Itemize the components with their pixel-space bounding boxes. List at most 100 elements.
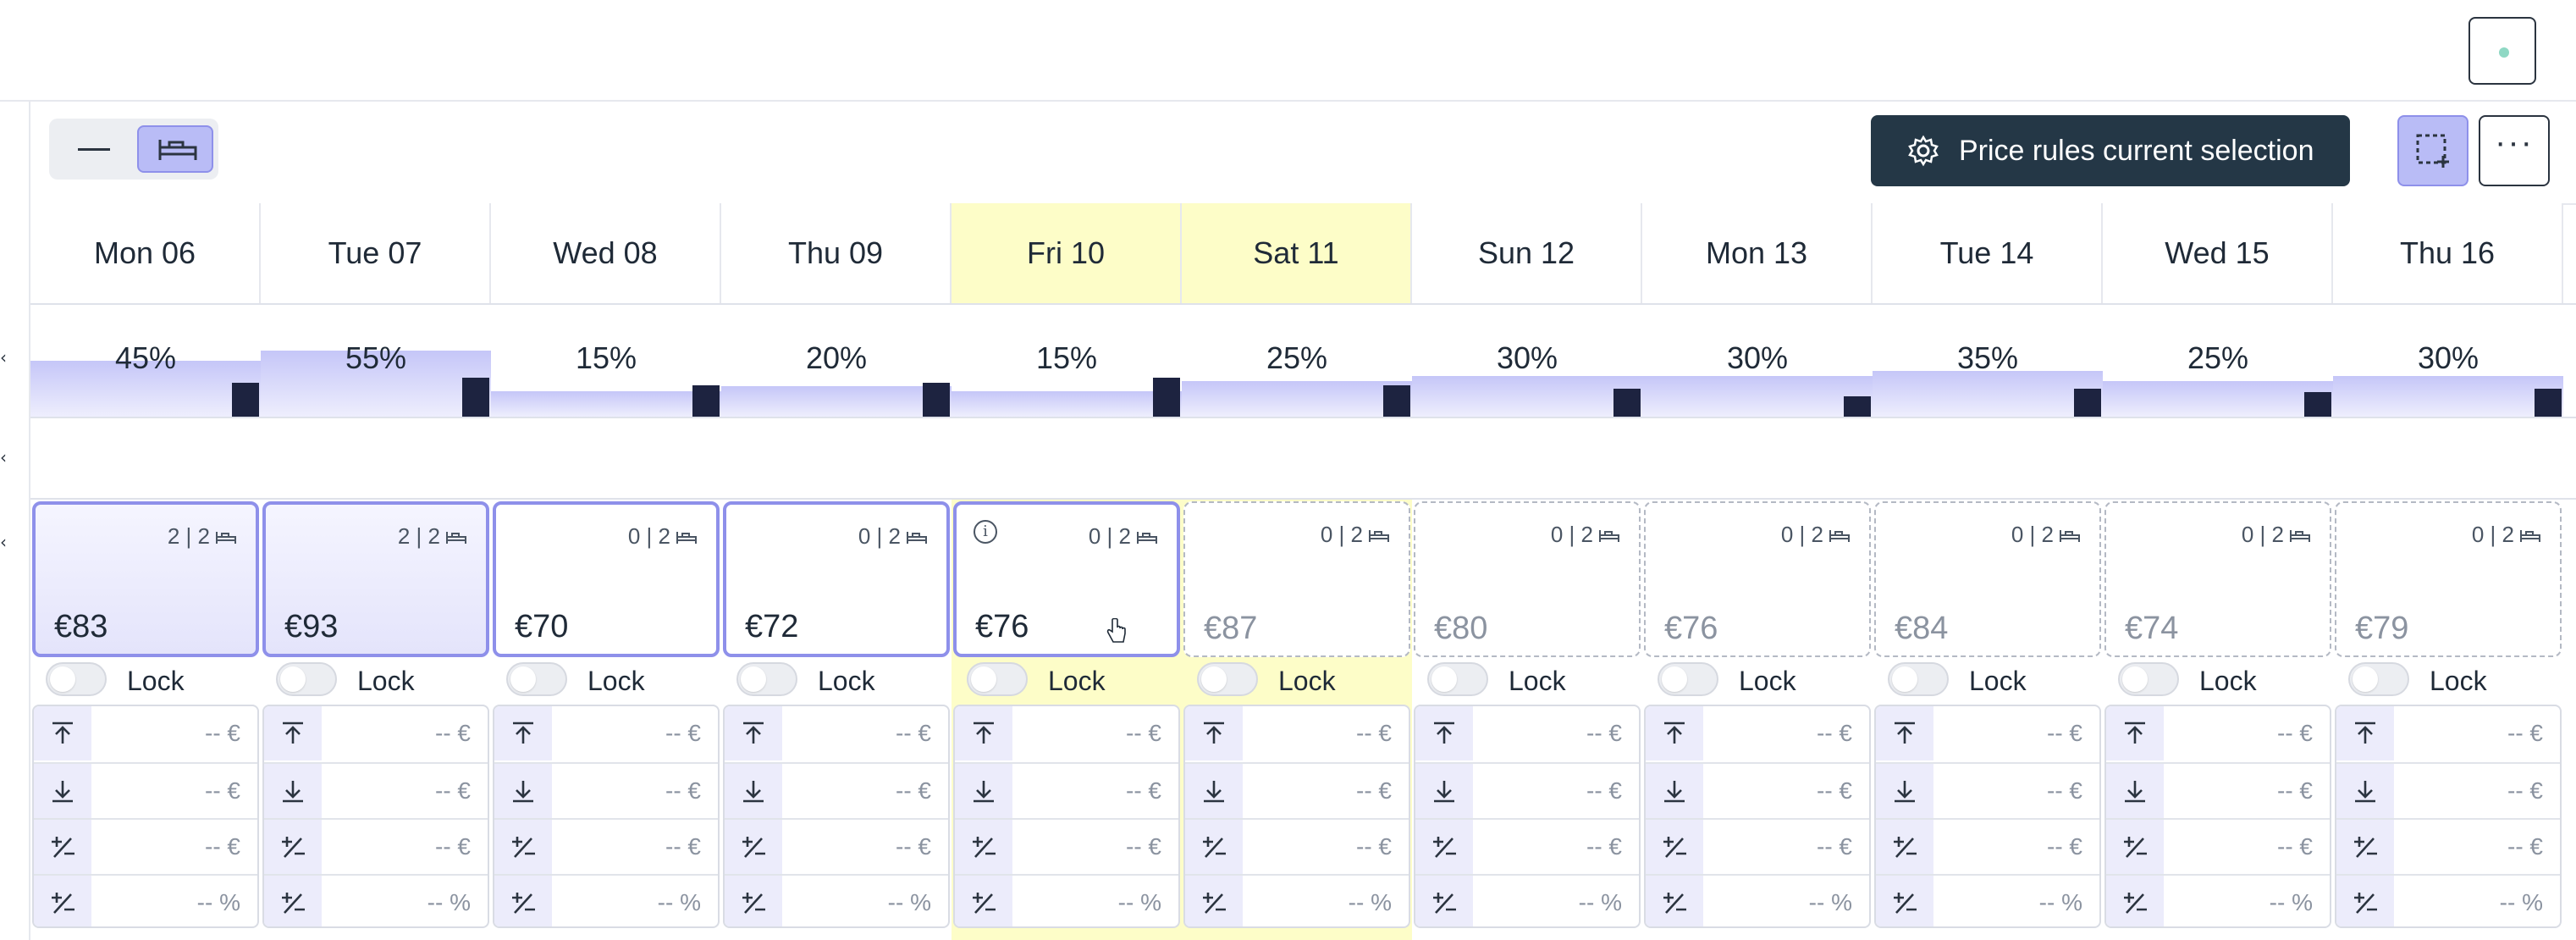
price-card[interactable]: i 0 | 2 €76 [953, 501, 1180, 657]
price-card[interactable]: 0 | 2 €72 [723, 501, 950, 657]
param-row[interactable]: -- € [1415, 818, 1639, 874]
lock-toggle[interactable] [1658, 662, 1718, 696]
chevron-up-icon[interactable]: ‹ [0, 347, 7, 368]
lock-toggle[interactable] [2348, 662, 2409, 696]
param-value[interactable]: -- % [887, 889, 931, 915]
param-value[interactable]: -- € [1586, 720, 1622, 746]
param-value[interactable]: -- € [2507, 833, 2543, 860]
day-header[interactable]: Mon 13 [1642, 203, 1873, 303]
price-card[interactable]: 0 | 2 €80 [1414, 501, 1641, 657]
param-value[interactable]: -- % [1117, 889, 1161, 915]
param-row[interactable]: -- € [494, 818, 718, 874]
param-row[interactable]: -- % [264, 874, 488, 926]
param-row[interactable]: -- % [725, 874, 948, 926]
param-row[interactable]: -- % [2336, 874, 2560, 926]
param-row[interactable]: -- € [264, 762, 488, 818]
param-row[interactable]: -- % [2106, 874, 2330, 926]
param-value[interactable]: -- % [2038, 889, 2082, 915]
day-header[interactable]: Tue 07 [261, 203, 491, 303]
param-value[interactable]: -- € [2047, 720, 2082, 746]
param-value[interactable]: -- € [896, 720, 931, 746]
price-card[interactable]: 0 | 2 €70 [493, 501, 720, 657]
param-row[interactable]: -- % [34, 874, 257, 926]
param-value[interactable]: -- € [1586, 833, 1622, 860]
param-value[interactable]: -- % [1808, 889, 1852, 915]
lock-toggle[interactable] [46, 662, 107, 696]
view-line-button[interactable] [56, 125, 132, 173]
param-row[interactable]: -- € [2106, 762, 2330, 818]
param-value[interactable]: -- € [2277, 720, 2313, 746]
price-card[interactable]: 0 | 2 €74 [2104, 501, 2331, 657]
param-value[interactable]: -- € [1126, 720, 1161, 746]
param-row[interactable]: -- € [1185, 706, 1409, 760]
param-row[interactable]: -- € [725, 818, 948, 874]
info-icon[interactable]: i [974, 520, 997, 544]
lock-toggle[interactable] [276, 662, 337, 696]
param-row[interactable]: -- € [264, 706, 488, 760]
param-value[interactable]: -- % [1348, 889, 1392, 915]
param-row[interactable]: -- € [1876, 818, 2099, 874]
price-card[interactable]: 0 | 2 €79 [2335, 501, 2562, 657]
lock-toggle[interactable] [1888, 662, 1949, 696]
price-card[interactable]: 0 | 2 €76 [1644, 501, 1871, 657]
param-value[interactable]: -- € [1126, 833, 1161, 860]
chevron-down-icon[interactable]: ‹ [0, 447, 7, 467]
param-row[interactable]: -- € [725, 706, 948, 760]
param-row[interactable]: -- € [955, 706, 1178, 760]
param-row[interactable]: -- € [1185, 818, 1409, 874]
lock-toggle[interactable] [506, 662, 567, 696]
param-row[interactable]: -- € [2336, 818, 2560, 874]
param-row[interactable]: -- € [1876, 706, 2099, 760]
day-header[interactable]: Sun 12 [1412, 203, 1642, 303]
param-value[interactable]: -- € [1817, 777, 1852, 804]
param-value[interactable]: -- € [2507, 777, 2543, 804]
param-value[interactable]: -- € [205, 777, 240, 804]
price-card[interactable]: 0 | 2 €84 [1874, 501, 2101, 657]
param-value[interactable]: -- € [435, 777, 471, 804]
param-value[interactable]: -- € [2277, 777, 2313, 804]
param-value[interactable]: -- € [665, 720, 701, 746]
param-value[interactable]: -- € [1817, 720, 1852, 746]
param-row[interactable]: -- € [1185, 762, 1409, 818]
param-value[interactable]: -- € [2047, 833, 2082, 860]
param-value[interactable]: -- % [1578, 889, 1622, 915]
param-row[interactable]: -- € [2336, 762, 2560, 818]
more-options-button[interactable]: ··· [2479, 115, 2550, 186]
param-row[interactable]: -- € [34, 818, 257, 874]
param-row[interactable]: -- € [1415, 706, 1639, 760]
lock-toggle[interactable] [1427, 662, 1488, 696]
chevron-up-icon[interactable]: ‹ [0, 532, 7, 552]
param-value[interactable]: -- € [1817, 833, 1852, 860]
param-row[interactable]: -- € [2106, 818, 2330, 874]
lock-toggle[interactable] [2118, 662, 2179, 696]
param-value[interactable]: -- € [205, 833, 240, 860]
price-card[interactable]: 2 | 2 €93 [262, 501, 489, 657]
param-value[interactable]: -- € [665, 833, 701, 860]
param-value[interactable]: -- € [2277, 833, 2313, 860]
day-header[interactable]: Tue 14 [1873, 203, 2103, 303]
param-value[interactable]: -- % [657, 889, 701, 915]
param-row[interactable]: -- € [1646, 706, 1869, 760]
param-value[interactable]: -- % [196, 889, 240, 915]
param-value[interactable]: -- % [2499, 889, 2543, 915]
day-header[interactable]: Fri 10 [952, 203, 1182, 303]
param-value[interactable]: -- € [1126, 777, 1161, 804]
param-value[interactable]: -- € [1356, 720, 1392, 746]
param-row[interactable]: -- % [1646, 874, 1869, 926]
param-row[interactable]: -- € [34, 706, 257, 760]
lock-toggle[interactable] [1197, 662, 1258, 696]
param-value[interactable]: -- € [435, 833, 471, 860]
day-header[interactable]: Thu 16 [2333, 203, 2563, 303]
param-value[interactable]: -- € [2507, 720, 2543, 746]
param-value[interactable]: -- € [205, 720, 240, 746]
selection-tool-button[interactable] [2397, 115, 2468, 186]
param-row[interactable]: -- % [1876, 874, 2099, 926]
param-row[interactable]: -- € [1646, 762, 1869, 818]
price-rules-button[interactable]: Price rules current selection [1871, 115, 2350, 186]
param-row[interactable]: -- % [1415, 874, 1639, 926]
param-value[interactable]: -- % [427, 889, 471, 915]
day-header[interactable]: Wed 08 [491, 203, 721, 303]
param-row[interactable]: -- € [2106, 706, 2330, 760]
param-row[interactable]: -- € [1646, 818, 1869, 874]
param-value[interactable]: -- € [896, 833, 931, 860]
